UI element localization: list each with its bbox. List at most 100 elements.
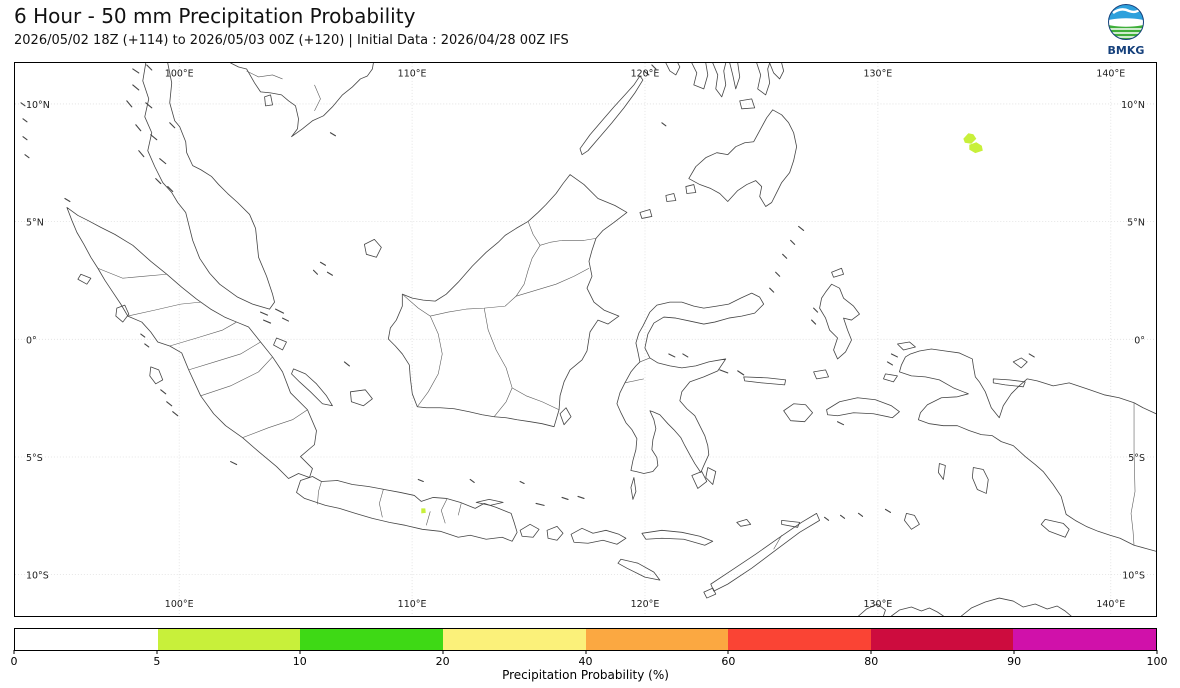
island-tawitawi <box>639 209 653 219</box>
page-title: 6 Hour - 50 mm Precipitation Probability <box>14 4 416 28</box>
island-kai <box>937 463 946 480</box>
island-rote <box>703 587 717 599</box>
island-alor <box>736 518 752 527</box>
map-tick-label: 10°S <box>1122 571 1145 582</box>
border-sumatra-1 <box>97 267 167 279</box>
map-tick-label: 130°E <box>863 68 892 79</box>
border-sumatra-5 <box>200 356 273 397</box>
island-buru <box>783 403 814 423</box>
island-buton <box>705 467 717 485</box>
islets-calamian <box>643 64 667 127</box>
islets-mergui <box>126 64 176 193</box>
island-morotai <box>831 267 844 278</box>
island-biak <box>1012 357 1028 369</box>
bmkg-logo-graphic: BMKG <box>1108 4 1144 57</box>
colorbar-segment-40-60 <box>585 629 729 650</box>
island-sumbawa <box>570 527 627 545</box>
colorbar-tick-value: 80 <box>864 655 879 668</box>
border-sumatra-3 <box>169 321 237 347</box>
island-natuna <box>363 238 382 258</box>
map-tick-label: 10°S <box>26 571 49 582</box>
colorbar-segment-10-20 <box>300 629 443 650</box>
map-panel: 100°E 100°E 110°E 110°E 120°E 120°E 130°E 130°E… <box>14 62 1157 617</box>
precip-probability-spot <box>421 508 426 514</box>
island-lombok <box>546 525 564 541</box>
indonesia-coastline-map: 100°E 100°E 110°E 110°E 120°E 120°E 130°E 130°E… <box>15 63 1156 616</box>
map-tick-label: 120°E <box>631 68 660 79</box>
coastline-mindanao <box>688 109 798 207</box>
island-seram <box>826 397 900 419</box>
islets-ternate <box>811 307 819 325</box>
island-belitung <box>350 389 373 407</box>
coastlines <box>66 63 1156 616</box>
island-bohol <box>739 98 756 110</box>
border-java-4 <box>425 511 431 526</box>
islets-mentawai <box>140 333 179 417</box>
colorbar-segment-90-100 <box>1013 629 1156 650</box>
islets-riau <box>260 308 290 324</box>
colorbar-tick-value: 40 <box>578 655 593 668</box>
border-timor <box>773 535 782 550</box>
coastline-malay-peninsula-west <box>142 63 270 310</box>
colorbar-tick-value: 90 <box>1007 655 1022 668</box>
map-tick-label: 5°S <box>1128 453 1145 464</box>
map-tick-label: 10°N <box>1121 100 1145 111</box>
islet-con-dao <box>329 132 336 137</box>
colorbar-tick-value: 60 <box>721 655 736 668</box>
island-aru <box>971 467 989 494</box>
colorbar <box>14 628 1157 651</box>
island-phu-quoc <box>264 94 273 107</box>
precip-probability-spot <box>969 142 983 154</box>
island-obi <box>813 369 829 380</box>
colorbar-tick-mark <box>1013 650 1015 654</box>
map-tick-label: 140°E <box>1096 68 1125 79</box>
islets-java-sea <box>417 478 585 506</box>
island-bangka <box>291 368 333 407</box>
border-java-1 <box>317 481 322 505</box>
island-mindoro <box>665 63 681 76</box>
colorbar-tick-value: 0 <box>10 655 18 668</box>
islet-karimata <box>343 361 350 367</box>
graticule-gridlines <box>15 63 1156 616</box>
island-simeulue <box>77 273 92 285</box>
colorbar-tick-mark <box>585 650 586 654</box>
coastline-borneo <box>387 174 628 428</box>
coastline-australia-2 <box>891 606 944 616</box>
colorbar-tick-mark <box>13 650 15 654</box>
islets-raja-ampat <box>886 353 1035 366</box>
coastline-gulf-of-thailand-west <box>167 63 275 310</box>
map-tick-label: 140°E <box>1096 599 1125 610</box>
coastline-sulawesi <box>616 292 765 474</box>
border-sabah-sarawak <box>527 221 541 246</box>
map-tick-label: 5°S <box>26 453 43 464</box>
colorbar-tick-value: 10 <box>292 655 307 668</box>
border-papua-141e <box>1130 402 1136 546</box>
colorbar-tick-value: 5 <box>153 655 161 668</box>
precipitation-spots <box>421 133 983 514</box>
colorbar-tick-value: 100 <box>1146 655 1168 668</box>
colorbar-tick-mark <box>727 650 729 654</box>
islets-togian-banggai <box>668 353 745 376</box>
colorbar-tick-mark <box>1156 650 1158 654</box>
island-nias <box>115 304 130 323</box>
island-laut <box>559 407 572 426</box>
logo-sky <box>1108 4 1144 23</box>
island-samar <box>769 63 785 80</box>
map-tick-label: 120°E <box>631 599 660 610</box>
map-tick-label: 10°N <box>26 100 50 111</box>
colorbar-segment-60-80 <box>728 629 871 650</box>
colorbar-segment-20-40 <box>442 629 586 650</box>
islets-sangihe-talaud <box>769 225 805 293</box>
coastline-sumatra <box>66 207 317 479</box>
colorbar-tick-mark <box>299 650 301 654</box>
island-sumba <box>617 558 661 581</box>
colorbar-tick-mark <box>156 650 158 654</box>
island-wetar <box>781 519 801 528</box>
border-sumatra-2 <box>127 301 211 317</box>
border-sumatra-6 <box>242 409 308 438</box>
bmkg-logo: BMKG <box>1101 2 1151 58</box>
border-java-5 <box>457 503 462 516</box>
map-tick-label: 100°E <box>165 68 194 79</box>
island-leyte <box>756 63 771 96</box>
